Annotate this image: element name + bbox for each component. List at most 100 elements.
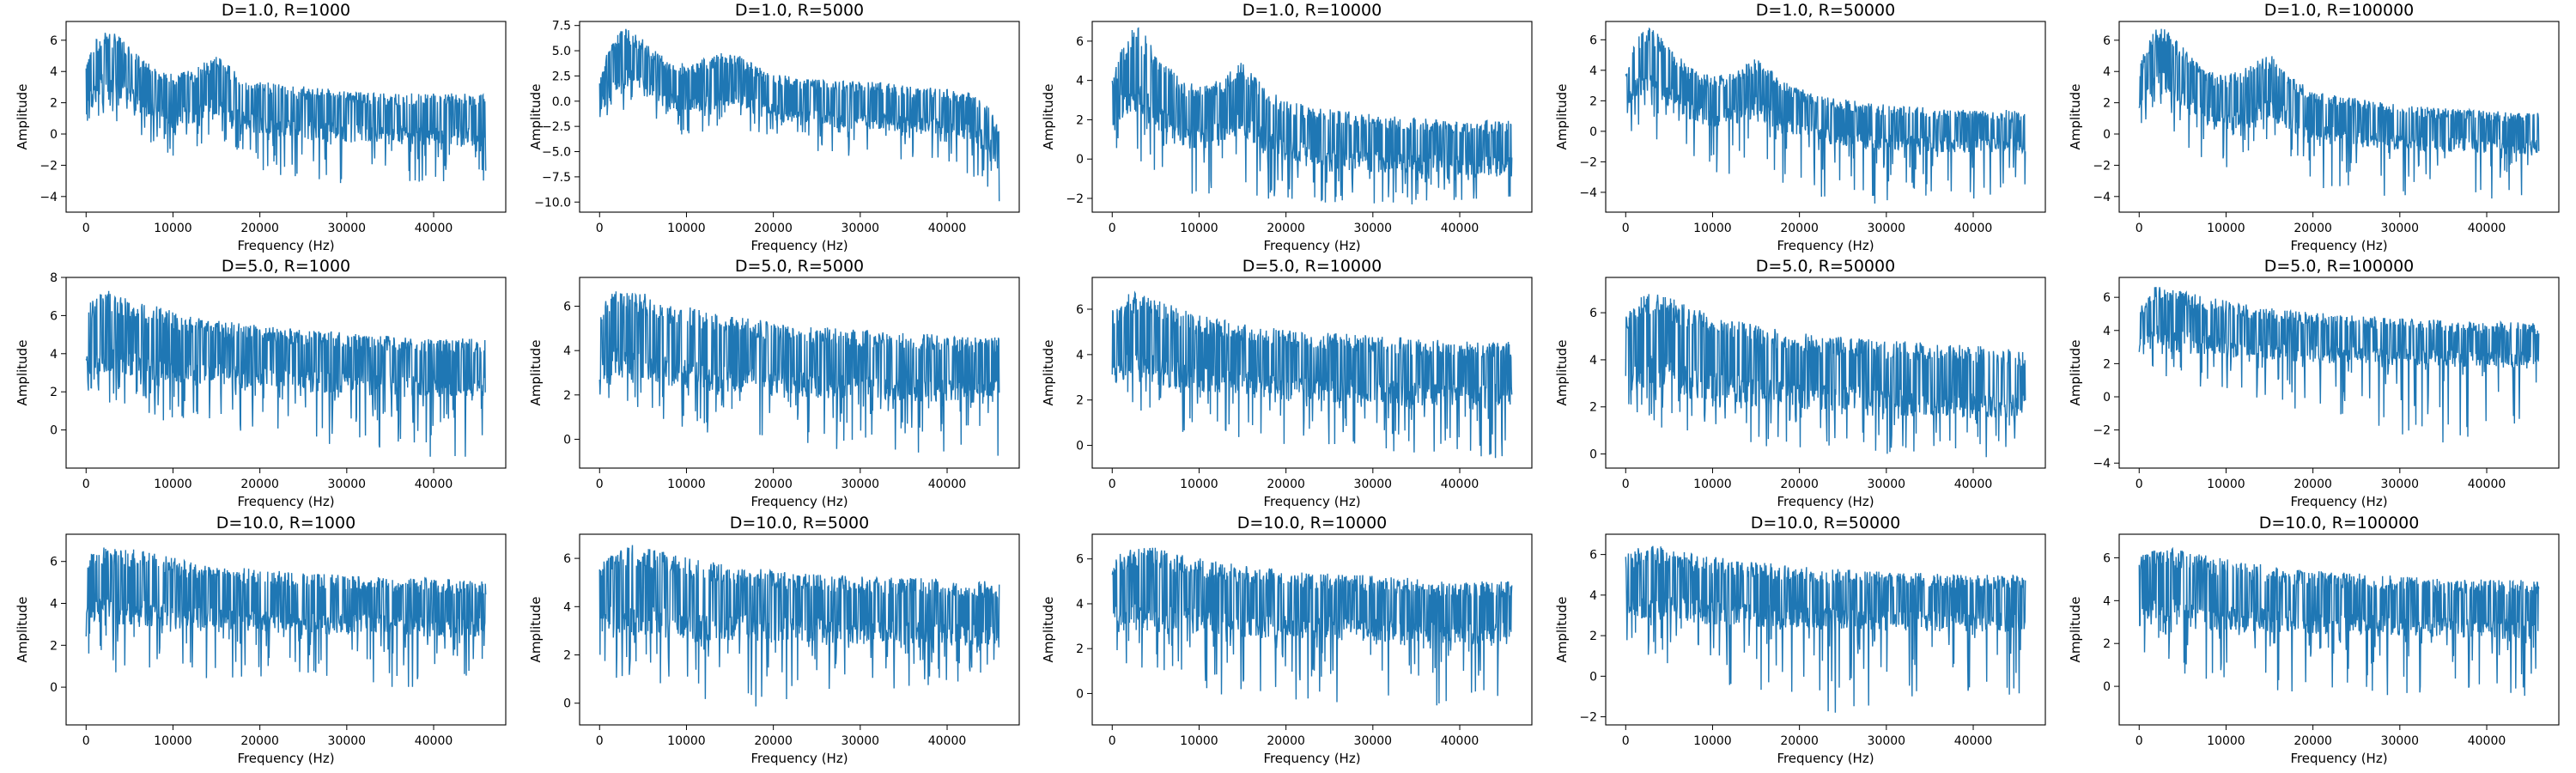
x-tick-label: 10000 — [154, 222, 192, 235]
y-tick-label: −2 — [39, 159, 58, 173]
subplot-11: 0 10000 20000 30000 40000 0 2 4 6 D=10.0, R=1000 F… — [15, 514, 507, 766]
x-tick-label: 40000 — [1954, 734, 1993, 748]
subplot-title: D=10.0, R=100000 — [2259, 514, 2420, 533]
y-tick-label: 6 — [1076, 35, 1084, 49]
plot-frame — [65, 533, 507, 726]
subplot-title: D=5.0, R=1000 — [222, 257, 350, 276]
y-tick-label: −2 — [2093, 159, 2111, 173]
y-tick-label: −2.5 — [542, 120, 571, 134]
y-tick-label: 4 — [50, 348, 58, 362]
subplot-1: 0 10000 20000 30000 40000 −4 −2 0 2 4 6 D=1.0, R=10… — [15, 1, 507, 253]
x-axis-label: Frequency (Hz) — [1777, 751, 1874, 766]
x-tick-label: 30000 — [1868, 222, 1906, 235]
series-line — [1111, 27, 1513, 205]
x-tick-label: 10000 — [667, 734, 706, 748]
x-tick-label: 20000 — [1267, 478, 1305, 491]
x-tick-label: 0 — [596, 734, 604, 748]
subplot-title: D=1.0, R=1000 — [222, 1, 350, 20]
x-tick-label: 0 — [2136, 478, 2143, 491]
x-axis-label: Frequency (Hz) — [1777, 238, 1874, 253]
y-axis-label: Amplitude — [2068, 340, 2083, 406]
y-tick-label: −7.5 — [542, 171, 571, 185]
subplot-2: 0 10000 20000 30000 40000 −10.0 −7.5 −5.0 −2.5 0.… — [528, 1, 1020, 253]
subplot-title: D=10.0, R=10000 — [1237, 514, 1388, 533]
y-tick-label: 6 — [2103, 551, 2111, 565]
y-tick-label: −5.0 — [542, 146, 571, 160]
y-axis-label: Amplitude — [1554, 340, 1570, 406]
series-line — [2138, 546, 2540, 697]
x-tick-label: 20000 — [1267, 734, 1305, 748]
x-tick-label: 10000 — [1180, 222, 1218, 235]
x-axis-label: Frequency (Hz) — [2290, 751, 2387, 766]
x-tick-label: 30000 — [2381, 478, 2420, 491]
x-tick-label: 10000 — [1180, 478, 1218, 491]
series-line — [2138, 28, 2540, 199]
x-tick-label: 20000 — [754, 222, 793, 235]
y-tick-label: −2 — [1579, 711, 1597, 725]
y-tick-label: 2 — [50, 97, 58, 111]
y-tick-label: 8 — [50, 271, 58, 285]
series-line — [1625, 545, 2026, 713]
x-tick-label: 40000 — [2468, 734, 2506, 748]
y-tick-label: −10.0 — [534, 196, 571, 210]
y-tick-label: 6 — [2103, 291, 2111, 305]
y-tick-label: 4 — [1589, 589, 1597, 603]
y-tick-label: 2 — [2103, 97, 2111, 111]
plot-frame — [65, 277, 507, 469]
y-tick-label: −2 — [1579, 155, 1597, 169]
x-tick-label: 10000 — [667, 478, 706, 491]
subplot-8: 0 10000 20000 30000 40000 0 2 4 6 D=5.0, R=10000 F… — [1041, 257, 1533, 509]
x-tick-label: 30000 — [1868, 478, 1906, 491]
x-tick-label: 10000 — [2207, 222, 2245, 235]
plot-frame — [1605, 21, 2046, 213]
y-tick-label: 0 — [50, 424, 58, 438]
series-line — [598, 291, 1000, 456]
x-tick-label: 0 — [2136, 734, 2143, 748]
x-tick-label: 30000 — [1354, 222, 1393, 235]
plot-frame — [579, 277, 1020, 469]
y-tick-label: 6 — [563, 301, 571, 314]
series-line — [85, 547, 487, 687]
x-tick-label: 40000 — [415, 222, 453, 235]
y-tick-label: 0 — [1076, 153, 1084, 167]
x-tick-label: 0 — [1622, 478, 1630, 491]
x-axis-label: Frequency (Hz) — [1263, 751, 1360, 766]
y-tick-label: 4 — [1076, 598, 1084, 612]
y-axis-label: Amplitude — [528, 340, 544, 406]
subplot-title: D=5.0, R=10000 — [1242, 257, 1382, 276]
y-tick-label: 2 — [2103, 637, 2111, 651]
subplot-title: D=1.0, R=100000 — [2264, 1, 2415, 20]
x-tick-label: 0 — [596, 478, 604, 491]
y-tick-label: 6 — [1589, 307, 1597, 320]
y-tick-label: −4 — [2093, 191, 2111, 204]
x-tick-label: 20000 — [240, 734, 279, 748]
y-tick-label: 0 — [1589, 448, 1597, 462]
plot-frame — [2118, 277, 2560, 469]
subplot-title: D=10.0, R=5000 — [730, 514, 869, 533]
x-axis-label: Frequency (Hz) — [2290, 238, 2387, 253]
x-tick-label: 30000 — [328, 478, 367, 491]
x-axis-label: Frequency (Hz) — [237, 494, 334, 509]
x-tick-label: 30000 — [841, 734, 880, 748]
subplot-title: D=1.0, R=10000 — [1242, 1, 1382, 20]
y-tick-label: 6 — [50, 309, 58, 323]
x-tick-label: 20000 — [1780, 478, 1819, 491]
x-tick-label: 20000 — [2293, 478, 2332, 491]
x-tick-label: 30000 — [328, 222, 367, 235]
plot-frame — [1091, 533, 1533, 726]
x-tick-label: 0 — [596, 222, 604, 235]
y-tick-label: 6 — [1076, 553, 1084, 567]
y-tick-label: 6 — [1076, 303, 1084, 317]
x-axis-label: Frequency (Hz) — [237, 751, 334, 766]
x-tick-label: 30000 — [2381, 222, 2420, 235]
y-axis-label: Amplitude — [528, 84, 544, 150]
y-tick-label: 4 — [563, 344, 571, 358]
x-tick-label: 30000 — [841, 478, 880, 491]
subplot-title: D=10.0, R=1000 — [216, 514, 355, 533]
subplot-14: 0 10000 20000 30000 40000 −2 0 2 4 6 D=10.0, R=500… — [1554, 514, 2046, 766]
y-tick-label: 6 — [50, 34, 58, 48]
plot-frame — [2118, 21, 2560, 213]
y-tick-label: 2 — [563, 389, 571, 403]
series-line — [1625, 27, 2026, 204]
